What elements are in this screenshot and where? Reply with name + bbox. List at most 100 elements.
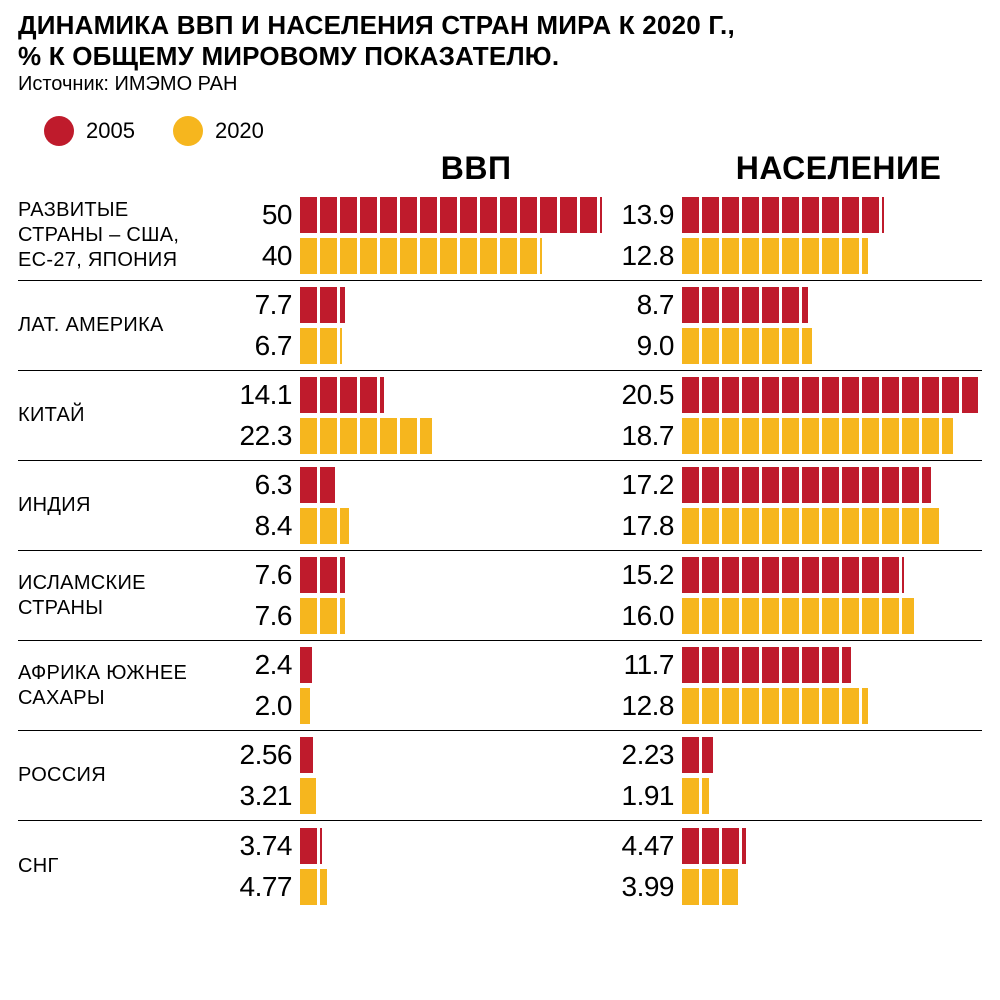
gdp-bar	[300, 869, 600, 905]
population-bar	[682, 869, 982, 905]
legend-item-2020: 2020	[173, 116, 264, 146]
title-line-1: ДИНАМИКА ВВП И НАСЕЛЕНИЯ СТРАН МИРА К 20…	[18, 10, 735, 40]
population-value: 2.23	[600, 739, 682, 771]
population-bar	[682, 508, 982, 544]
population-bar	[682, 778, 982, 814]
population-value: 4.47	[600, 830, 682, 862]
gdp-value: 7.7	[220, 289, 300, 321]
population-value: 12.8	[600, 240, 682, 272]
gdp-bar	[300, 828, 600, 864]
legend-dot-2020-icon	[173, 116, 203, 146]
data-row-2020: 7.6 16.0	[220, 597, 982, 635]
group-label: СНГ	[18, 854, 220, 879]
chart-title: ДИНАМИКА ВВП И НАСЕЛЕНИЯ СТРАН МИРА К 20…	[18, 10, 982, 71]
population-bar	[682, 328, 982, 364]
gdp-value: 2.0	[220, 690, 300, 722]
population-bar	[682, 238, 982, 274]
group-row: СНГ3.74 4.47 4.77 3.99	[18, 821, 982, 911]
population-value: 1.91	[600, 780, 682, 812]
population-bar	[682, 557, 982, 593]
header-population: НАСЕЛЕНИЕ	[695, 150, 982, 187]
population-value: 16.0	[600, 600, 682, 632]
data-row-2005: 2.4 11.7	[220, 646, 982, 684]
column-headers: ВВП НАСЕЛЕНИЕ	[18, 150, 982, 187]
population-value: 11.7	[600, 649, 682, 681]
gdp-bar	[300, 598, 600, 634]
data-row-2020: 40 12.8	[220, 237, 982, 275]
gdp-bar	[300, 328, 600, 364]
group-row: АФРИКА ЮЖНЕЕ САХАРЫ2.4 11.7 2.012.8	[18, 641, 982, 731]
population-value: 13.9	[600, 199, 682, 231]
gdp-bar	[300, 647, 600, 683]
group-label: РАЗВИТЫЕ СТРАНЫ – США, ЕС-27, ЯПОНИЯ	[18, 198, 220, 273]
population-bar	[682, 418, 982, 454]
header-gdp: ВВП	[332, 150, 621, 187]
population-value: 20.5	[600, 379, 682, 411]
data-row-2020: 8.417.8	[220, 507, 982, 545]
gdp-value: 8.4	[220, 510, 300, 542]
legend-label-2005: 2005	[86, 118, 135, 144]
chart-body: РАЗВИТЫЕ СТРАНЫ – США, ЕС-27, ЯПОНИЯ50 13…	[18, 191, 982, 911]
population-bar	[682, 737, 982, 773]
data-row-2020: 4.77 3.99	[220, 868, 982, 906]
gdp-bar	[300, 418, 600, 454]
data-row-2005: 2.56 2.23	[220, 736, 982, 774]
data-row-2020: 3.21 1.91	[220, 777, 982, 815]
gdp-bar	[300, 238, 600, 274]
group-label: РОССИЯ	[18, 763, 220, 788]
population-value: 17.2	[600, 469, 682, 501]
chart-source: Источник: ИМЭМО РАН	[18, 73, 982, 96]
population-bar	[682, 287, 982, 323]
data-row-2020: 22.318.7	[220, 417, 982, 455]
gdp-bar	[300, 197, 600, 233]
group-row: РАЗВИТЫЕ СТРАНЫ – США, ЕС-27, ЯПОНИЯ50 13…	[18, 191, 982, 281]
group-label: АФРИКА ЮЖНЕЕ САХАРЫ	[18, 661, 220, 711]
gdp-value: 40	[220, 240, 300, 272]
population-value: 15.2	[600, 559, 682, 591]
group-label: ИНДИЯ	[18, 493, 220, 518]
title-line-2: % К ОБЩЕМУ МИРОВОМУ ПОКАЗАТЕЛЮ.	[18, 41, 559, 71]
population-bar	[682, 467, 982, 503]
gdp-value: 4.77	[220, 871, 300, 903]
population-value: 8.7	[600, 289, 682, 321]
population-value: 3.99	[600, 871, 682, 903]
population-value: 9.0	[600, 330, 682, 362]
population-bar	[682, 647, 982, 683]
gdp-value: 50	[220, 199, 300, 231]
gdp-bar	[300, 508, 600, 544]
gdp-bar	[300, 377, 600, 413]
data-row-2005: 50 13.9	[220, 196, 982, 234]
group-row: ЛАТ. АМЕРИКА7.7 8.7 6.7 9.0	[18, 281, 982, 371]
gdp-value: 7.6	[220, 600, 300, 632]
population-bar	[682, 598, 982, 634]
data-row-2005: 7.615.2	[220, 556, 982, 594]
group-row: РОССИЯ2.56 2.23 3.21 1.91	[18, 731, 982, 821]
gdp-value: 14.1	[220, 379, 300, 411]
gdp-bar	[300, 287, 600, 323]
population-bar	[682, 688, 982, 724]
gdp-value: 6.7	[220, 330, 300, 362]
group-row: КИТАЙ14.1 20.5 22.318.7	[18, 371, 982, 461]
gdp-bar	[300, 737, 600, 773]
gdp-value: 6.3	[220, 469, 300, 501]
group-label: ЛАТ. АМЕРИКА	[18, 313, 220, 338]
gdp-bar	[300, 778, 600, 814]
gdp-bar	[300, 557, 600, 593]
legend-item-2005: 2005	[44, 116, 135, 146]
data-row-2005: 6.3 17.2	[220, 466, 982, 504]
data-row-2020: 2.012.8	[220, 687, 982, 725]
group-row: ИНДИЯ6.3 17.2 8.417.8	[18, 461, 982, 551]
legend-label-2020: 2020	[215, 118, 264, 144]
gdp-value: 3.74	[220, 830, 300, 862]
group-row: ИСЛАМСКИЕ СТРАНЫ7.615.2 7.6 16.0	[18, 551, 982, 641]
population-bar	[682, 197, 982, 233]
gdp-value: 3.21	[220, 780, 300, 812]
population-value: 18.7	[600, 420, 682, 452]
gdp-value: 2.56	[220, 739, 300, 771]
data-row-2020: 6.7 9.0	[220, 327, 982, 365]
group-label: ИСЛАМСКИЕ СТРАНЫ	[18, 571, 220, 621]
group-label: КИТАЙ	[18, 403, 220, 428]
gdp-value: 2.4	[220, 649, 300, 681]
gdp-bar	[300, 688, 600, 724]
data-row-2005: 14.1 20.5	[220, 376, 982, 414]
